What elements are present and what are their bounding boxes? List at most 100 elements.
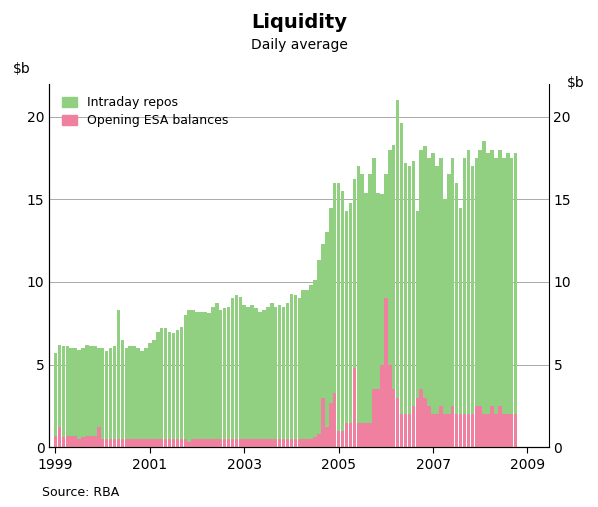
- Bar: [211, 307, 215, 447]
- Bar: [298, 439, 301, 447]
- Bar: [478, 150, 482, 447]
- Y-axis label: $b: $b: [13, 62, 30, 76]
- Bar: [286, 304, 289, 447]
- Bar: [490, 150, 494, 447]
- Bar: [447, 414, 450, 447]
- Bar: [356, 166, 360, 447]
- Bar: [301, 439, 305, 447]
- Bar: [301, 290, 305, 447]
- Bar: [81, 438, 85, 447]
- Bar: [121, 340, 124, 447]
- Bar: [199, 312, 203, 447]
- Bar: [81, 348, 85, 447]
- Bar: [400, 123, 403, 447]
- Bar: [121, 439, 124, 447]
- Bar: [439, 158, 443, 447]
- Bar: [349, 422, 352, 447]
- Bar: [262, 310, 266, 447]
- Bar: [109, 348, 112, 447]
- Bar: [196, 439, 199, 447]
- Bar: [74, 348, 77, 447]
- Bar: [105, 439, 108, 447]
- Bar: [419, 389, 423, 447]
- Bar: [353, 179, 356, 447]
- Bar: [388, 365, 392, 447]
- Bar: [428, 158, 431, 447]
- Bar: [85, 345, 89, 447]
- Bar: [455, 414, 459, 447]
- Bar: [203, 312, 207, 447]
- Bar: [435, 166, 439, 447]
- Bar: [396, 397, 399, 447]
- Bar: [207, 439, 210, 447]
- Bar: [400, 414, 403, 447]
- Bar: [506, 414, 509, 447]
- Bar: [172, 439, 175, 447]
- Bar: [168, 439, 171, 447]
- Bar: [341, 191, 344, 447]
- Bar: [69, 348, 73, 447]
- Bar: [246, 439, 250, 447]
- Bar: [404, 163, 407, 447]
- Bar: [148, 439, 152, 447]
- Bar: [196, 312, 199, 447]
- Bar: [344, 422, 348, 447]
- Bar: [463, 414, 466, 447]
- Bar: [286, 439, 289, 447]
- Bar: [57, 427, 61, 447]
- Bar: [77, 439, 81, 447]
- Bar: [74, 436, 77, 447]
- Bar: [419, 150, 423, 447]
- Bar: [156, 439, 160, 447]
- Bar: [506, 153, 509, 447]
- Bar: [498, 150, 502, 447]
- Bar: [69, 436, 73, 447]
- Bar: [502, 414, 505, 447]
- Bar: [353, 368, 356, 447]
- Bar: [246, 307, 250, 447]
- Bar: [266, 439, 270, 447]
- Bar: [510, 414, 514, 447]
- Bar: [274, 307, 277, 447]
- Bar: [168, 332, 171, 447]
- Bar: [66, 436, 69, 447]
- Bar: [486, 153, 490, 447]
- Bar: [431, 414, 435, 447]
- Bar: [411, 161, 415, 447]
- Bar: [141, 439, 144, 447]
- Bar: [160, 439, 163, 447]
- Bar: [443, 199, 447, 447]
- Bar: [278, 305, 282, 447]
- Bar: [258, 439, 262, 447]
- Bar: [439, 406, 443, 447]
- Bar: [266, 307, 270, 447]
- Bar: [219, 439, 222, 447]
- Bar: [373, 389, 376, 447]
- Bar: [483, 141, 486, 447]
- Bar: [93, 436, 97, 447]
- Bar: [254, 308, 258, 447]
- Bar: [223, 308, 227, 447]
- Bar: [333, 183, 337, 447]
- Bar: [337, 183, 340, 447]
- Bar: [258, 312, 262, 447]
- Bar: [474, 158, 478, 447]
- Bar: [408, 166, 411, 447]
- Bar: [136, 439, 140, 447]
- Bar: [455, 183, 459, 447]
- Bar: [101, 348, 105, 447]
- Bar: [309, 285, 313, 447]
- Bar: [176, 439, 179, 447]
- Bar: [494, 158, 498, 447]
- Bar: [62, 438, 65, 447]
- Bar: [227, 439, 230, 447]
- Bar: [466, 150, 470, 447]
- Bar: [215, 439, 218, 447]
- Bar: [361, 422, 364, 447]
- Bar: [203, 439, 207, 447]
- Bar: [184, 315, 187, 447]
- Bar: [294, 295, 297, 447]
- Bar: [294, 439, 297, 447]
- Bar: [93, 346, 97, 447]
- Bar: [176, 330, 179, 447]
